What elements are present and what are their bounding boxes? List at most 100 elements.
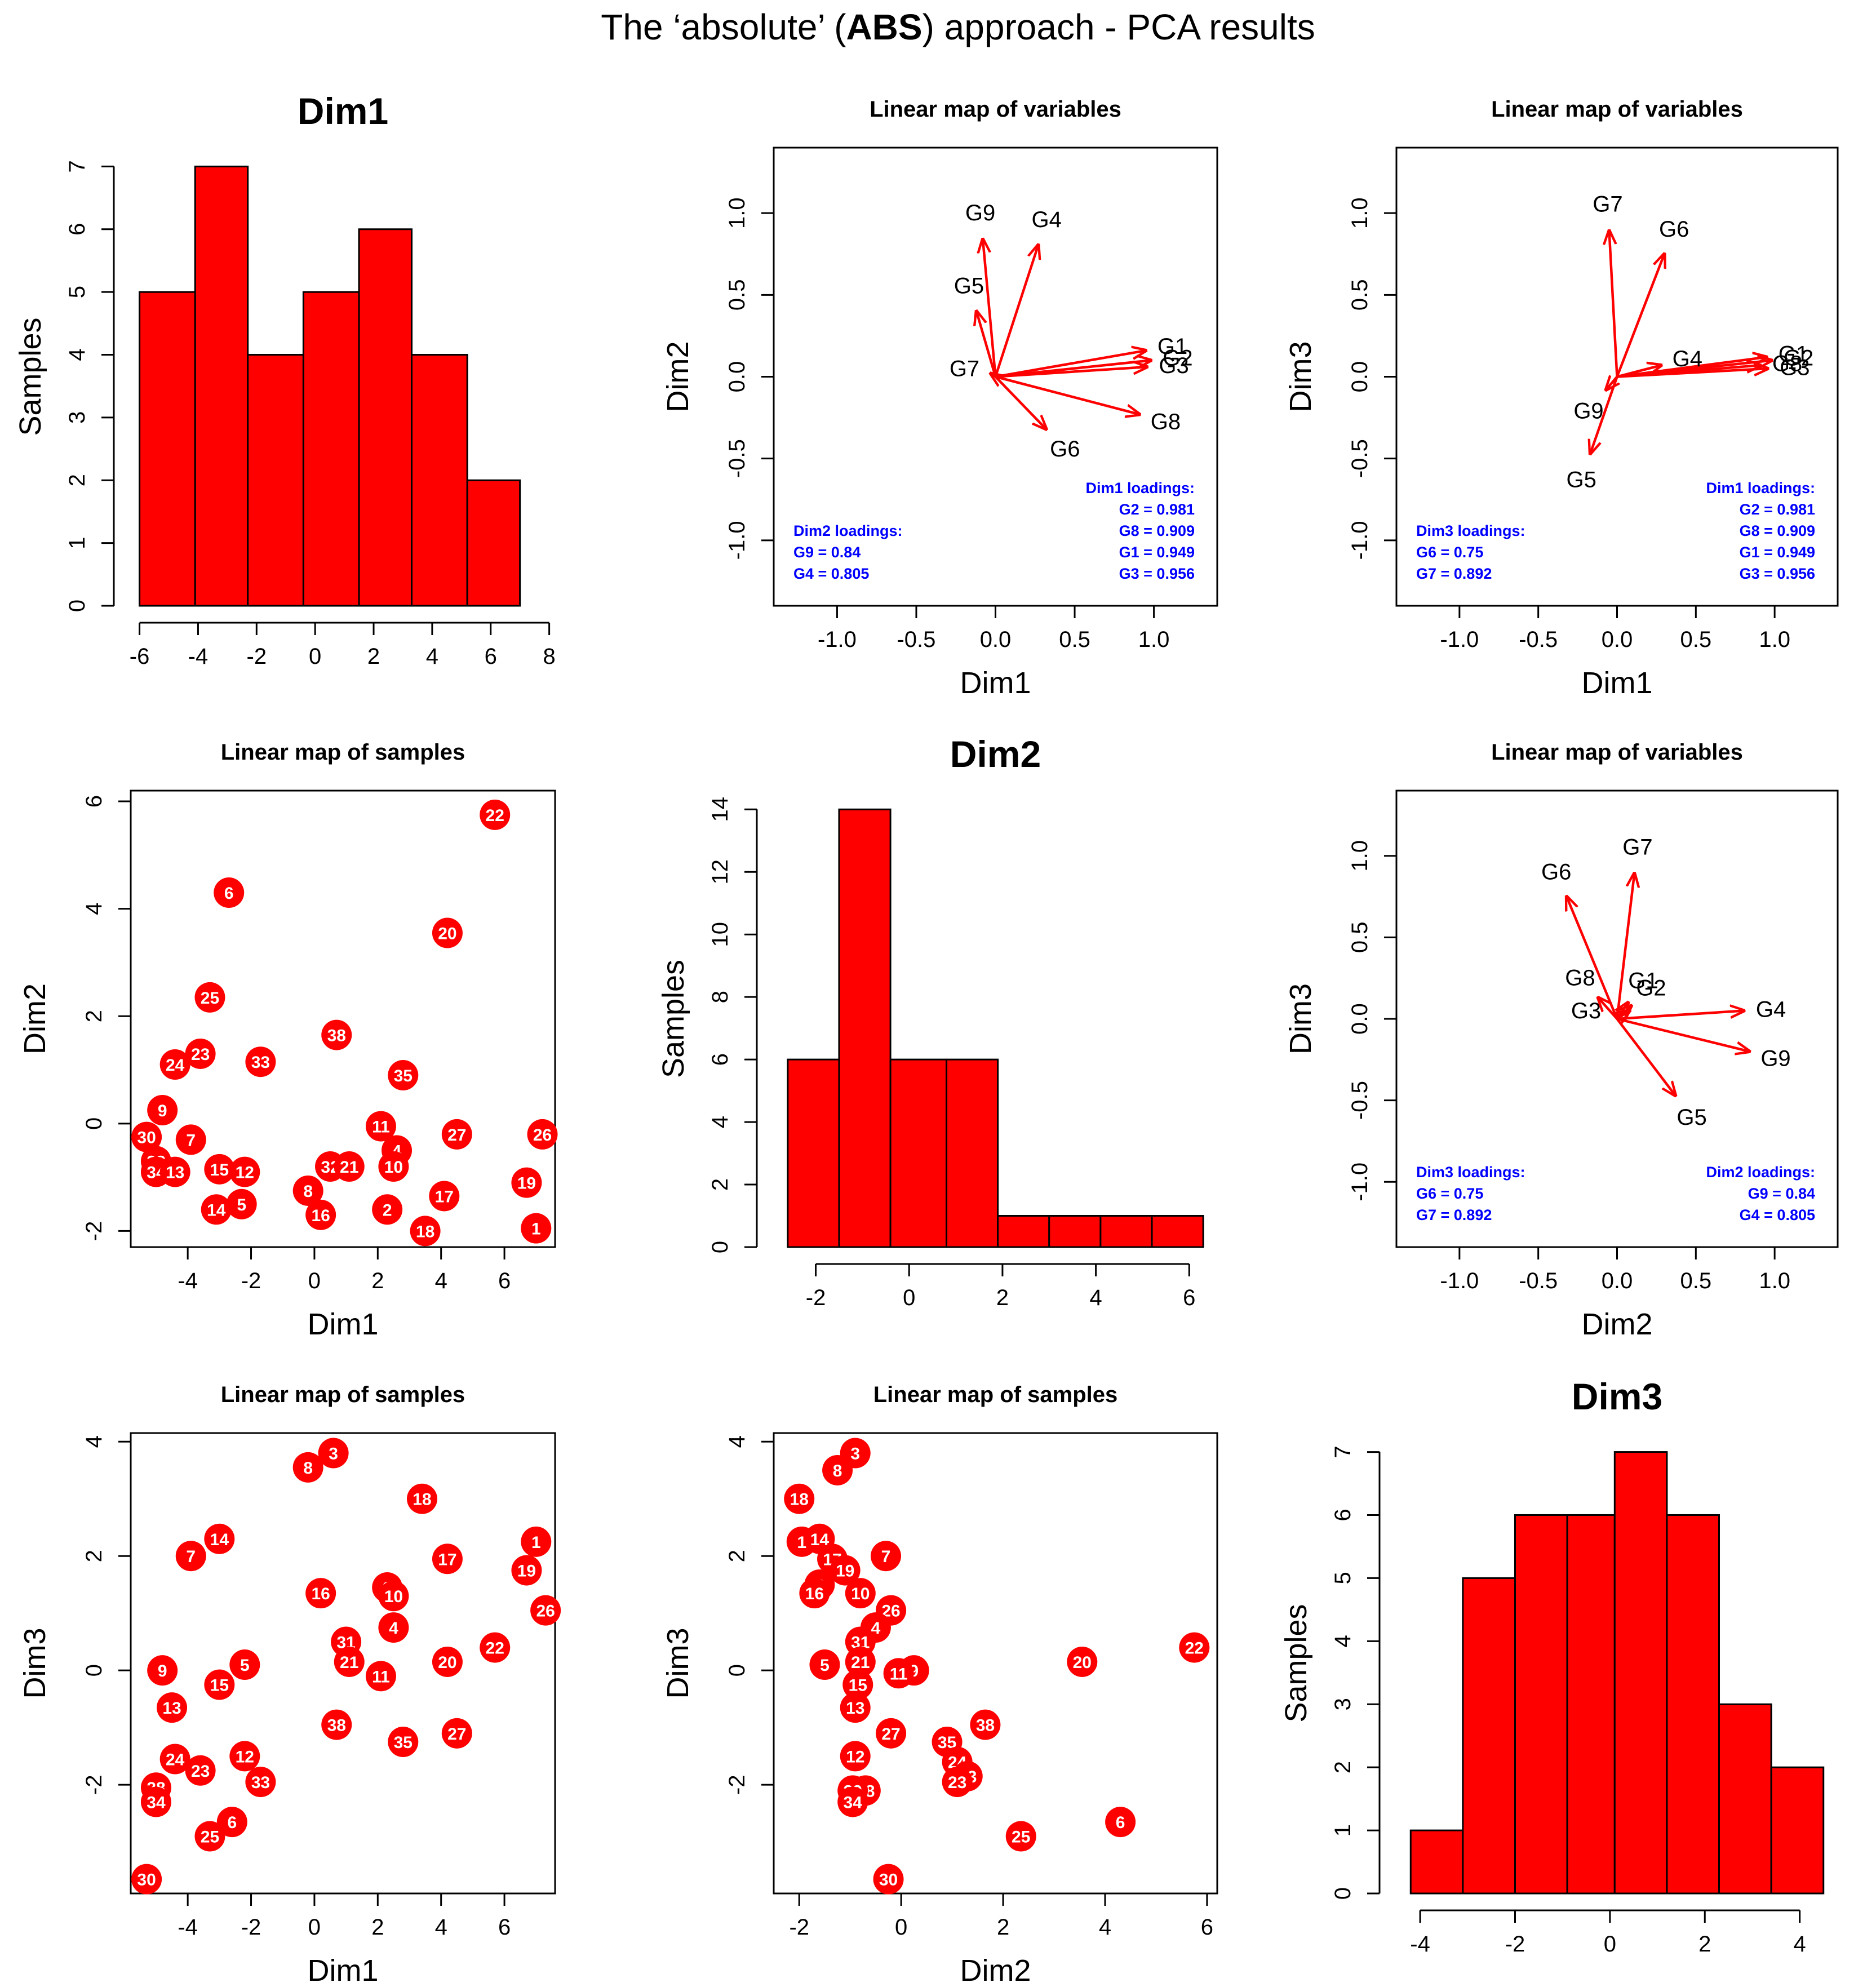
sample-point — [204, 1154, 235, 1185]
bar — [787, 1058, 840, 1248]
chart-title: Linear map of variables — [1491, 740, 1743, 765]
vector-label: G2 — [1636, 975, 1666, 1000]
sample-label: 20 — [438, 1653, 456, 1672]
sample-label: 23 — [191, 1045, 210, 1064]
y-tick-label: 1.0 — [725, 197, 749, 229]
bar — [1048, 1215, 1102, 1248]
x-tick-label: 1.0 — [1759, 1269, 1790, 1293]
sample-label: 8 — [303, 1459, 313, 1478]
sample-point — [194, 1821, 225, 1852]
sample-label: 13 — [846, 1699, 864, 1718]
page-title-suffix: ) approach - PCA results — [923, 7, 1315, 47]
sample-point — [140, 1786, 171, 1817]
chart-title: Linear map of variables — [870, 97, 1121, 122]
sample-label: 3 — [329, 1445, 338, 1463]
sample-point — [321, 1019, 352, 1050]
bar — [1409, 1829, 1464, 1895]
x-tick-label: -0.5 — [1519, 1269, 1558, 1293]
page-title-prefix: The ‘absolute’ ( — [601, 7, 846, 47]
sample-point — [511, 1167, 542, 1198]
bar — [1099, 1215, 1153, 1248]
y-tick-label: 1.0 — [1347, 840, 1372, 872]
sample-label: 10 — [384, 1587, 403, 1606]
sample-label: 16 — [805, 1585, 824, 1603]
x-tick-label: 1.0 — [1138, 627, 1170, 652]
y-tick-label: 1.0 — [1347, 197, 1372, 229]
sample-point — [799, 1578, 830, 1609]
sample-point — [388, 1060, 419, 1091]
bar — [411, 354, 468, 607]
sample-label: 23 — [948, 1773, 966, 1792]
sample-point — [334, 1151, 365, 1182]
sample-label: 15 — [849, 1676, 867, 1695]
x-tick-label: 6 — [1183, 1285, 1195, 1310]
sample-label: 35 — [394, 1067, 413, 1085]
sample-point — [245, 1767, 276, 1798]
y-tick-label: 6 — [708, 1053, 733, 1066]
sample-label: 13 — [162, 1699, 181, 1718]
vector-arrow — [1616, 254, 1665, 378]
vector-arrow — [1609, 231, 1618, 377]
sample-point — [441, 1119, 472, 1150]
loadings-text: G7 = 0.892 — [1416, 565, 1492, 582]
sample-label: 6 — [227, 1813, 237, 1832]
sample-label: 4 — [871, 1619, 881, 1638]
y-tick-label: 3 — [1331, 1698, 1355, 1710]
y-tick-label: 0 — [65, 600, 90, 612]
sample-point — [292, 1175, 323, 1206]
vector-arrow — [1590, 376, 1618, 454]
x-tick-label: -2 — [241, 1269, 261, 1293]
panel-hist_dim1: Dim1 -6 -4 -2 0 2 4 6 8 0 1 2 3 4 5 6 7 Samples — [14, 90, 556, 669]
loadings-text: G3 = 0.956 — [1119, 565, 1195, 582]
y-tick-label: 2 — [708, 1178, 733, 1191]
loadings-text: G3 = 0.956 — [1740, 565, 1815, 582]
sample-point — [441, 1718, 472, 1749]
x-tick-label: 6 — [498, 1269, 511, 1293]
y-axis-label: Dim2 — [661, 341, 695, 412]
loadings-text: G2 = 0.981 — [1119, 501, 1195, 518]
sample-label: 24 — [166, 1750, 185, 1769]
x-tick-label: 0.0 — [1602, 627, 1633, 652]
x-tick-label: -6 — [130, 644, 150, 669]
loadings-text: G8 = 0.909 — [1119, 522, 1195, 539]
sample-point — [845, 1646, 876, 1677]
y-tick-label: -0.5 — [1347, 439, 1372, 478]
vector-label: G4 — [1032, 207, 1062, 232]
vector-arrow — [1617, 1011, 1744, 1021]
chart-title: Dim3 — [1572, 1376, 1662, 1417]
sample-point — [372, 1194, 403, 1225]
sample-point — [245, 1046, 276, 1077]
x-tick-label: -0.5 — [1519, 627, 1558, 652]
sample-label: 25 — [1012, 1828, 1030, 1847]
x-tick-label: -2 — [806, 1285, 826, 1310]
sample-label: 8 — [303, 1182, 313, 1201]
x-tick-label: -2 — [241, 1915, 261, 1940]
sample-point — [292, 1452, 323, 1483]
sample-point — [334, 1646, 365, 1677]
panel-varmap_dim2_dim3: Linear map of variables -1.0 -0.5 0.0 0.5 1.0… — [1284, 740, 1839, 1341]
x-tick-label: 0.0 — [980, 627, 1012, 652]
sample-point — [204, 1669, 235, 1700]
sample-point — [131, 1121, 162, 1152]
sample-point — [1005, 1821, 1036, 1852]
y-tick-label: 5 — [1331, 1572, 1355, 1584]
sample-label: 17 — [438, 1550, 456, 1569]
x-tick-label: 2 — [996, 1285, 1009, 1310]
bar — [1718, 1703, 1772, 1895]
y-tick-label: 10 — [708, 922, 733, 947]
y-tick-label: 12 — [708, 859, 733, 885]
loadings-text: Dim1 loadings: — [1085, 480, 1195, 496]
sample-label: 9 — [158, 1662, 167, 1680]
sample-point — [1179, 1632, 1210, 1663]
sample-label: 18 — [413, 1491, 431, 1509]
y-tick-label: 4 — [65, 348, 90, 361]
chart-title: Linear map of samples — [221, 1382, 465, 1407]
sample-point — [159, 1049, 190, 1080]
vector-label: G6 — [1659, 217, 1689, 242]
bar — [1151, 1215, 1204, 1248]
y-tick-label: -2 — [82, 1775, 107, 1795]
vector-arrow — [1617, 369, 1768, 378]
vector-label: G6 — [1541, 860, 1571, 885]
